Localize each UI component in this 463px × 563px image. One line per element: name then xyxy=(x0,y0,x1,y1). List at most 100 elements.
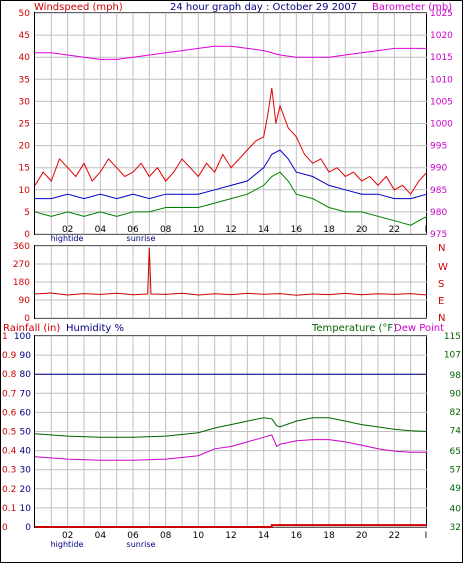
windspeed-tick: 50 xyxy=(19,9,31,19)
hour-tick-label: 22 xyxy=(389,225,400,235)
hour-tick-label: 20 xyxy=(356,531,368,541)
humidity-tick: 50 xyxy=(20,428,32,438)
wind-average-line xyxy=(35,149,428,200)
hour-tick-label: 08 xyxy=(160,225,172,235)
hour-end-mark: I xyxy=(425,531,428,541)
hour-tick-label: 16 xyxy=(291,531,303,541)
rainfall-tick-labels: 0 0.1 0.2 0.3 0.4 0.5 0.6 0.7 0.8 0.9 1 xyxy=(2,332,17,533)
barometer-tick: 990 xyxy=(430,164,447,174)
compass-e: E xyxy=(438,296,444,307)
barometer-tick-labels: 975 980 985 990 995 1000 1005 1010 1015 1020 1025 xyxy=(430,9,453,240)
barometer-tick: 980 xyxy=(430,208,447,218)
compass-w: W xyxy=(438,262,448,273)
direction-grid xyxy=(35,245,427,319)
hour-tick-label: 12 xyxy=(225,225,236,235)
wind-direction-line xyxy=(34,247,428,296)
temperature-tick: 57 xyxy=(450,465,461,475)
temperature-tick: 65 xyxy=(450,447,461,457)
temperature-axis-label: Temperature (°F) xyxy=(311,323,397,334)
hour-tick-label: 08 xyxy=(160,531,172,541)
humidity-axis-label: Humidity % xyxy=(66,323,124,334)
humidity-tick: 100 xyxy=(14,332,31,342)
direction-tick: 0 xyxy=(24,314,30,324)
rainfall-tick: 0.4 xyxy=(2,447,17,457)
windspeed-tick: 30 xyxy=(19,97,31,107)
temperature-tick: 82 xyxy=(450,408,461,418)
wind-barometer-panel: Windspeed (mph) 24 hour graph day : Octo… xyxy=(19,2,454,243)
wind-low-line xyxy=(34,171,428,226)
hour-tick-label: 02 xyxy=(62,531,73,541)
hour-tick-label: 16 xyxy=(291,225,303,235)
windspeed-tick: 20 xyxy=(19,142,31,152)
hour-end-mark: I xyxy=(425,225,428,235)
hightide-label: hightide xyxy=(51,234,84,243)
humidity-tick: 70 xyxy=(20,389,32,399)
windspeed-tick-labels: 0 5 10 15 20 25 30 35 40 45 50 xyxy=(19,9,31,240)
graph-title: 24 hour graph day : October 29 2007 xyxy=(170,2,357,13)
rainfall-tick: 0.8 xyxy=(2,370,17,380)
windspeed-tick: 5 xyxy=(24,208,30,218)
humidity-tick: 60 xyxy=(20,408,32,418)
barometer-tick: 995 xyxy=(430,142,447,152)
humidity-tick: 40 xyxy=(20,447,32,457)
barometer-axis-label: Barometer (mb) xyxy=(372,2,452,13)
rainfall-tick: 0.7 xyxy=(2,389,16,399)
windspeed-tick: 15 xyxy=(19,164,30,174)
barometer-tick: 1020 xyxy=(430,31,453,41)
temperature-line xyxy=(34,417,428,438)
hour-tick-label: 10 xyxy=(193,225,205,235)
hour-tick-label: 10 xyxy=(193,531,205,541)
temperature-tick: 49 xyxy=(450,484,462,494)
windspeed-axis-label: Windspeed (mph) xyxy=(34,2,123,13)
barometer-tick: 1000 xyxy=(430,120,453,130)
temperature-tick: 74 xyxy=(450,426,462,436)
temperature-hour-labels: 02 04 06 08 10 12 14 16 18 20 22 I xyxy=(62,531,427,541)
barometer-line xyxy=(35,45,427,60)
hour-tick-label: 22 xyxy=(389,531,400,541)
hour-tick-label: 14 xyxy=(258,225,270,235)
dewpoint-line xyxy=(34,434,427,461)
rainfall-tick: 0 xyxy=(2,523,8,533)
direction-tick: 180 xyxy=(13,278,30,288)
barometer-tick: 1015 xyxy=(430,53,453,63)
temperature-tick: 107 xyxy=(444,350,461,360)
rainfall-tick: 1 xyxy=(2,332,8,342)
humidity-tick: 0 xyxy=(25,523,31,533)
rainfall-axis-label: Rainfall (in) xyxy=(3,323,60,334)
wind-hour-labels: 02 04 06 08 10 12 14 16 18 20 22 I xyxy=(62,225,427,235)
windspeed-tick: 0 xyxy=(24,230,30,240)
temperature-tick: 40 xyxy=(450,505,462,515)
rainfall-tick: 0.9 xyxy=(2,351,17,361)
compass-n-top: N xyxy=(438,243,445,254)
windspeed-tick: 35 xyxy=(19,75,30,85)
hour-tick-label: 04 xyxy=(95,531,107,541)
direction-series xyxy=(34,247,428,296)
windspeed-tick: 25 xyxy=(19,120,30,130)
windspeed-tick: 45 xyxy=(19,31,30,41)
windspeed-tick: 40 xyxy=(19,53,31,63)
direction-tick-labels: 0 90 180 270 360 xyxy=(13,242,30,324)
humidity-tick-labels: 0 10 20 30 40 50 60 70 80 90 100 xyxy=(14,332,31,533)
compass-s: S xyxy=(438,279,444,290)
hour-tick-label: 02 xyxy=(62,225,73,235)
barometer-tick: 1010 xyxy=(430,75,453,85)
temperature-humidity-panel: Rainfall (in) Humidity % Temperature (°F… xyxy=(2,323,461,549)
humidity-tick: 90 xyxy=(20,351,32,361)
humidity-tick: 80 xyxy=(20,370,32,380)
hour-tick-label: 04 xyxy=(95,225,107,235)
barometer-tick: 1025 xyxy=(430,9,453,19)
direction-tick: 90 xyxy=(19,296,31,306)
temperature-tick: 115 xyxy=(444,332,461,342)
windspeed-tick: 10 xyxy=(19,186,31,196)
sunrise-label: sunrise xyxy=(127,234,156,243)
temperature-tick: 32 xyxy=(450,523,461,533)
direction-tick: 360 xyxy=(13,242,30,252)
hour-tick-label: 06 xyxy=(127,225,139,235)
humidity-tick: 10 xyxy=(20,504,32,514)
barometer-tick: 975 xyxy=(430,230,447,240)
temperature-series xyxy=(34,373,428,528)
humidity-tick: 30 xyxy=(20,466,32,476)
hour-tick-label: 06 xyxy=(127,531,139,541)
barometer-tick: 985 xyxy=(430,186,447,196)
